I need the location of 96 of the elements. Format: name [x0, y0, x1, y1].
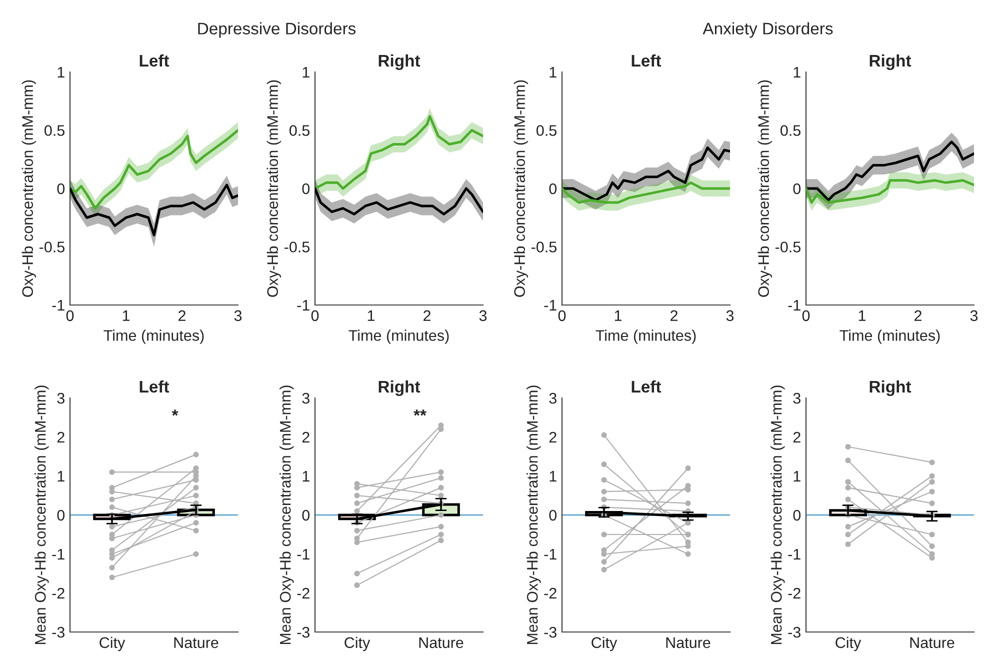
y-tick-label: 0.5: [44, 125, 64, 136]
y-tick-label: 2: [302, 432, 310, 443]
x-tick-label: 3: [479, 310, 487, 322]
y-tick-label: 1: [58, 471, 64, 482]
chart-title: Right: [378, 380, 420, 396]
y-tick-label: 3: [549, 392, 556, 404]
y-tick-label: -3: [52, 626, 64, 638]
y-tick-label: 0: [549, 510, 557, 521]
x-tick-label: 1: [368, 310, 375, 321]
y-tick-label: 3: [57, 392, 64, 404]
y-tick-label: 1: [302, 471, 310, 482]
x-tick-label: 0: [802, 310, 810, 322]
y-tick-label: -1: [52, 549, 64, 560]
y-tick-label: 0: [302, 183, 310, 194]
x-tick-label: 0: [311, 310, 319, 322]
y-tick-label: -3: [297, 626, 310, 638]
x-tick-label: 3: [234, 310, 242, 322]
y-tick-label: 3: [302, 392, 310, 404]
x-tick-label: 3: [726, 310, 734, 322]
x-tick-label: City: [836, 636, 862, 652]
y-tick-label: -1: [544, 549, 556, 560]
y-tick-label: 1: [58, 67, 64, 78]
y-tick-label: 2: [57, 432, 64, 443]
x-tick-label: Nature: [666, 637, 710, 648]
chart-title: Left: [632, 380, 662, 393]
y-tick-label: 1: [302, 67, 310, 78]
y-tick-label: 1: [794, 67, 800, 78]
y-axis-title: Mean Oxy-Hb concentration (mM-mm): [34, 386, 49, 644]
y-tick-label: -2: [52, 588, 64, 599]
y-tick-label: -1: [52, 300, 64, 311]
y-tick-label: 0: [57, 183, 65, 194]
y-tick-label: -1: [297, 549, 310, 560]
y-tick-label: -1: [788, 300, 800, 311]
y-axis-title: Oxy-Hb concentration (mM-mm): [514, 80, 528, 297]
text: Anxiety Disorders: [702, 22, 833, 38]
y-tick-label: 1: [794, 471, 800, 482]
chart-title: Right: [378, 54, 420, 70]
x-tick-label: City: [344, 636, 370, 652]
y-tick-label: 3: [793, 392, 800, 404]
y-axis-title: Mean Oxy-Hb concentration (mM-mm): [526, 386, 541, 644]
y-tick-label: -1: [788, 549, 800, 560]
y-tick-label: -1: [297, 300, 310, 311]
y-axis-title: Mean Oxy-Hb concentration (mM-mm): [280, 386, 294, 644]
x-tick-label: 0: [66, 310, 74, 322]
x-axis-title: Time (minutes): [104, 330, 204, 344]
y-axis-title: Oxy-Hb concentration (mM-mm): [266, 80, 282, 297]
y-tick-label: -1: [544, 300, 556, 311]
x-tick-label: Nature: [910, 637, 954, 648]
x-tick-label: 0: [558, 310, 566, 322]
y-tick-label: 0.5: [290, 125, 310, 136]
y-tick-label: 0: [793, 183, 801, 194]
chart-title: Left: [140, 54, 170, 67]
x-tick-label: Nature: [174, 637, 218, 648]
y-tick-label: -3: [788, 626, 800, 638]
x-tick-label: 3: [970, 310, 978, 322]
y-tick-label: 2: [549, 432, 556, 443]
x-tick-label: 2: [670, 310, 678, 321]
y-axis-title: Mean Oxy-Hb concentration (mM-mm): [770, 386, 785, 644]
chart-title: Left: [632, 54, 662, 67]
y-tick-label: -0.5: [284, 242, 310, 252]
y-tick-label: -2: [544, 588, 556, 599]
chart-title: Right: [870, 54, 912, 70]
y-tick-label: 0: [549, 183, 557, 194]
text: Depressive Disorders: [198, 22, 356, 38]
x-tick-label: Nature: [419, 637, 464, 648]
y-tick-label: 2: [793, 432, 800, 443]
x-tick-label: 2: [424, 310, 430, 321]
annotation: *: [172, 410, 178, 416]
y-tick-label: 0: [302, 510, 310, 521]
y-tick-label: 0: [57, 510, 65, 521]
x-tick-label: 1: [858, 310, 866, 321]
x-axis-title: Time (minutes): [596, 330, 696, 344]
x-axis-title: Time (minutes): [840, 330, 940, 344]
x-tick-label: 2: [178, 310, 186, 321]
y-tick-label: 0.5: [780, 125, 800, 136]
y-tick-label: 1: [550, 67, 556, 78]
chart-title: Left: [140, 380, 170, 393]
y-tick-label: 0: [793, 510, 801, 521]
y-tick-label: -0.5: [39, 242, 64, 252]
x-tick-label: 1: [122, 310, 130, 321]
chart-title: Right: [870, 380, 912, 396]
x-tick-label: City: [100, 636, 126, 652]
x-tick-label: 1: [614, 310, 622, 321]
y-tick-label: -0.5: [775, 242, 800, 252]
y-tick-label: 1: [550, 471, 556, 482]
y-tick-label: -3: [544, 626, 556, 638]
y-axis-title: Oxy-Hb concentration (mM-mm): [758, 80, 772, 297]
y-tick-label: -0.5: [531, 242, 556, 252]
x-tick-label: City: [592, 636, 618, 652]
y-tick-label: 0.5: [536, 125, 556, 136]
x-axis-title: Time (minutes): [348, 330, 449, 344]
y-tick-label: -2: [788, 588, 800, 599]
x-tick-label: 2: [914, 310, 922, 321]
annotation: **: [414, 410, 426, 416]
y-tick-label: -2: [297, 588, 310, 599]
y-axis-title: Oxy-Hb concentration (mM-mm): [22, 80, 36, 297]
